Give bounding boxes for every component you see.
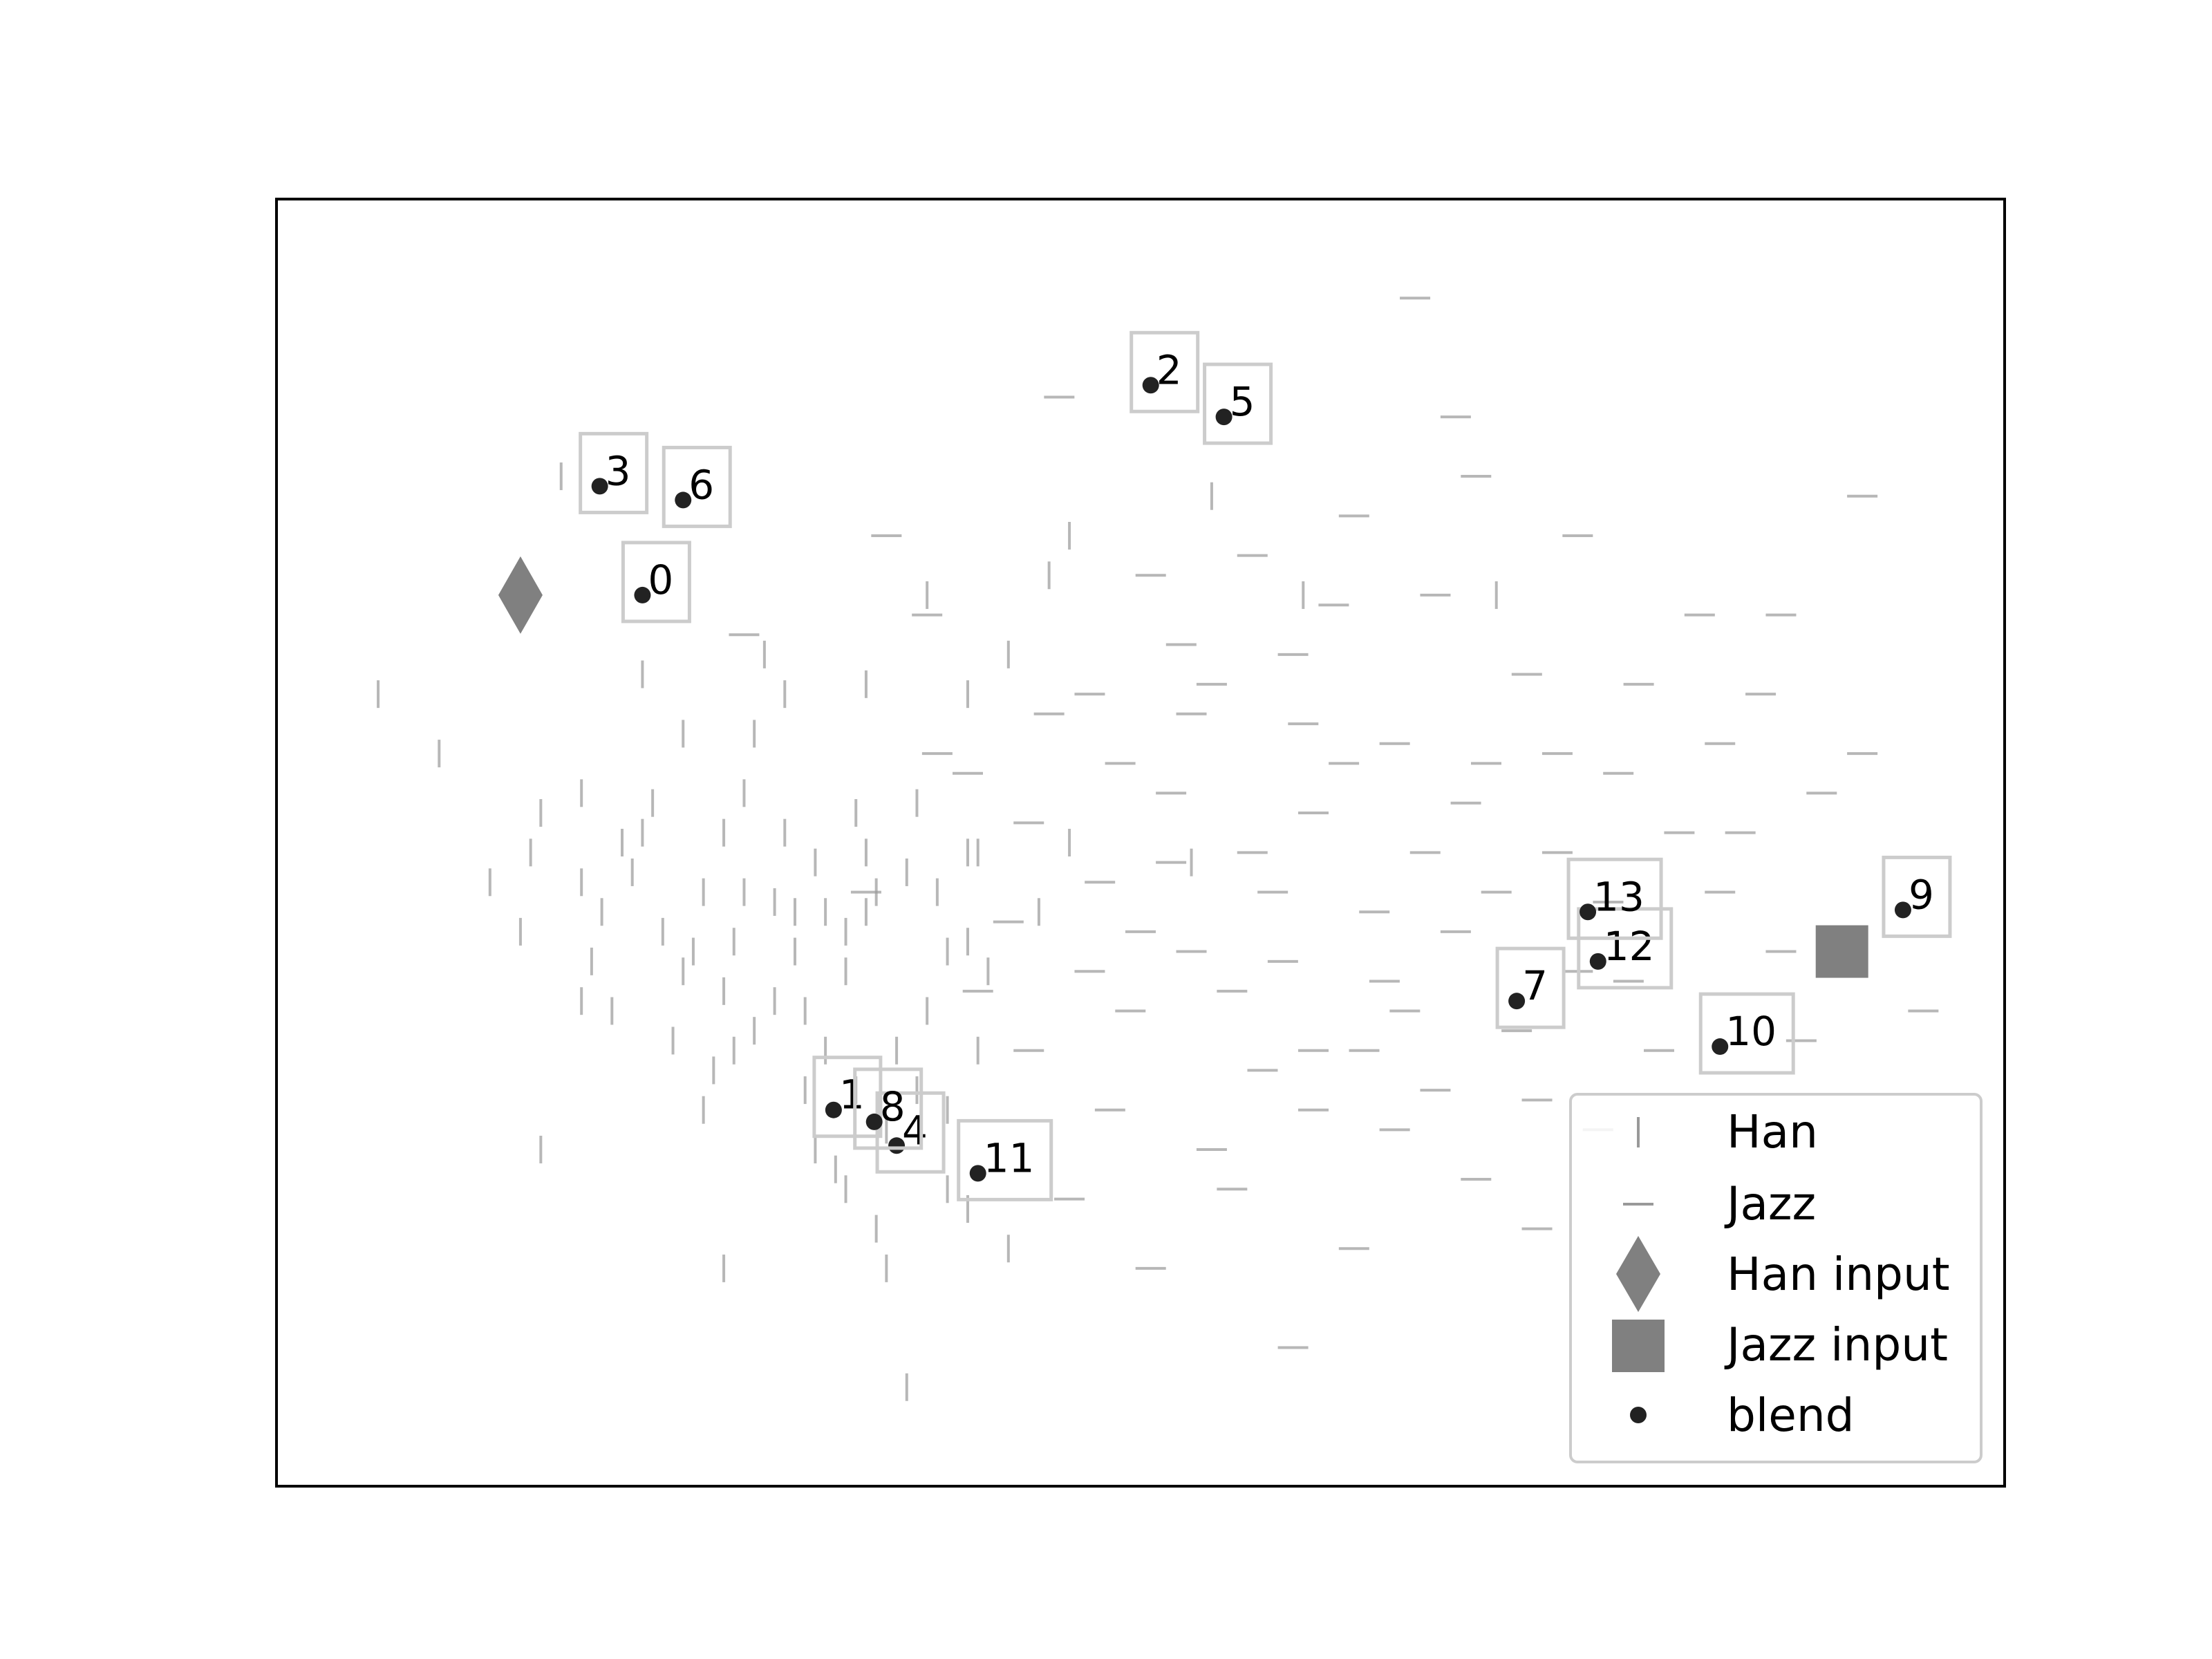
plot-frame: [275, 198, 2006, 1488]
blend-point-10: [1712, 1038, 1729, 1056]
blend-point-5: [1215, 409, 1232, 426]
legend-blend-marker: [1630, 1407, 1647, 1423]
legend-han-input-label: Han input: [1727, 1248, 1950, 1301]
blend-label-13: 13: [1593, 873, 1644, 920]
legend-jazz-input-marker: [1612, 1320, 1665, 1372]
blend-point-0: [634, 586, 651, 603]
blend-point-6: [675, 491, 692, 509]
blend-label-box-1: [812, 1056, 883, 1138]
blend-point-1: [825, 1101, 842, 1118]
blend-point-13: [1580, 903, 1597, 921]
blend-label-8: 8: [880, 1083, 906, 1130]
legend-box: [1569, 1093, 1983, 1463]
legend-blend-label: blend: [1727, 1389, 1855, 1442]
blend-label-box-5: [1203, 362, 1273, 445]
han-input-marker: [498, 556, 543, 634]
blend-label-box-6: [662, 445, 732, 528]
legend-jazz-input-label: Jazz input: [1724, 1318, 1948, 1371]
blend-label-box-7: [1495, 946, 1566, 1029]
blend-label-11: 11: [984, 1134, 1035, 1181]
blend-point-3: [591, 478, 608, 495]
inputs-layer: [498, 556, 1868, 978]
blend-point-8: [865, 1113, 883, 1130]
blend-label-0: 0: [648, 556, 673, 603]
legend-han-label: Han: [1727, 1105, 1818, 1159]
blend-label-box-10: [1698, 992, 1795, 1075]
blend-label-1: 1: [839, 1071, 865, 1118]
blend-label-box-0: [621, 541, 691, 624]
blend-label-box-3: [579, 431, 649, 514]
blend-label-2: 2: [1156, 346, 1182, 393]
blend-point-7: [1508, 993, 1526, 1010]
blend-label-4: 4: [902, 1107, 928, 1154]
blend-label-box-11: [957, 1118, 1053, 1201]
blend-label-box-13: [1566, 857, 1663, 940]
blend-label-9: 9: [1909, 871, 1934, 918]
blend-point-11: [969, 1165, 986, 1182]
legend: Han Jazz Han input Jazz input blend: [1569, 1093, 1983, 1463]
blend-label-5: 5: [1230, 378, 1255, 425]
blend-point-9: [1894, 901, 1911, 919]
blend-point-12: [1589, 953, 1606, 970]
blend-label-6: 6: [688, 461, 714, 508]
blend-label-12: 12: [1604, 923, 1655, 970]
blend-label-10: 10: [1725, 1008, 1777, 1055]
blend-label-box-8: [853, 1067, 924, 1150]
blend-point-2: [1142, 377, 1159, 394]
blend-label-7: 7: [1522, 962, 1548, 1009]
blend-label-box-4: [875, 1091, 946, 1174]
jazz-input-marker: [1815, 925, 1868, 978]
blend-label-box-2: [1130, 330, 1200, 413]
blend-label-box-9: [1882, 855, 1952, 938]
legend-jazz-label: Jazz: [1724, 1177, 1816, 1230]
legend-han-input-marker: [1616, 1236, 1660, 1312]
blend-label-3: 3: [606, 447, 631, 494]
blend-label-box-12: [1577, 907, 1674, 990]
